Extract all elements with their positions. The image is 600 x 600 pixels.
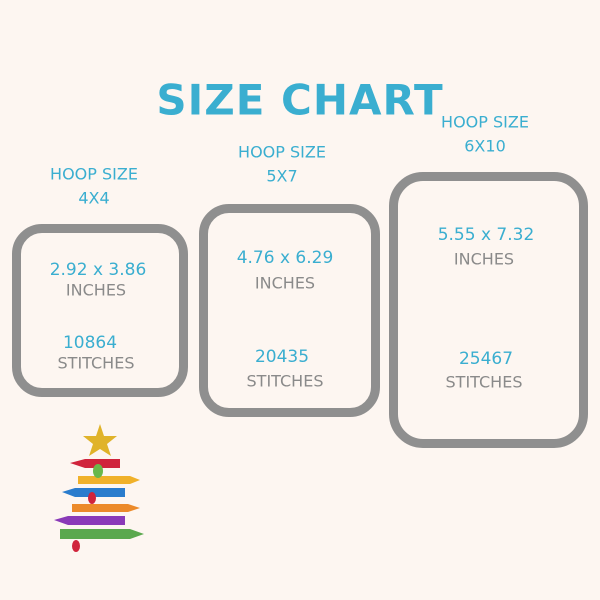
stitch-count: 10864 — [62, 333, 118, 353]
stitch-unit: STITCHES — [57, 353, 135, 373]
star-icon — [83, 424, 117, 456]
page-title: SIZE CHART — [156, 75, 444, 125]
stitch-count: 25467 — [458, 349, 514, 369]
crayon-tree-illustration — [54, 424, 144, 552]
crayon — [70, 459, 120, 468]
hoop-size: 4X4 — [78, 188, 110, 208]
hoop-frame-4x4 — [12, 224, 188, 397]
crayon — [72, 504, 140, 512]
dimension-unit: INCHES — [65, 280, 127, 300]
stitch-count: 20435 — [254, 347, 310, 367]
hoop-size: 5X7 — [266, 166, 298, 186]
dimensions: 4.76 x 6.29 — [236, 248, 334, 268]
stitch-unit: STITCHES — [246, 371, 324, 391]
hoop-frame-6x10 — [389, 172, 588, 448]
crayon — [60, 529, 144, 539]
light-bulb — [93, 464, 103, 478]
hoop-label: HOOP SIZE — [238, 142, 326, 162]
hoop-label: HOOP SIZE — [50, 164, 138, 184]
dimensions: 5.55 x 7.32 — [437, 225, 535, 245]
stitch-unit: STITCHES — [445, 372, 523, 392]
dimension-unit: INCHES — [453, 249, 515, 269]
hoop-frame-5x7 — [199, 204, 380, 417]
light-bulb — [88, 492, 96, 504]
hoop-size: 6X10 — [464, 136, 506, 156]
light-bulb — [72, 540, 80, 552]
crayon — [54, 516, 125, 525]
crayon — [78, 476, 140, 484]
dimension-unit: INCHES — [254, 273, 316, 293]
dimensions: 2.92 x 3.86 — [49, 260, 147, 280]
hoop-label: HOOP SIZE — [441, 112, 529, 132]
